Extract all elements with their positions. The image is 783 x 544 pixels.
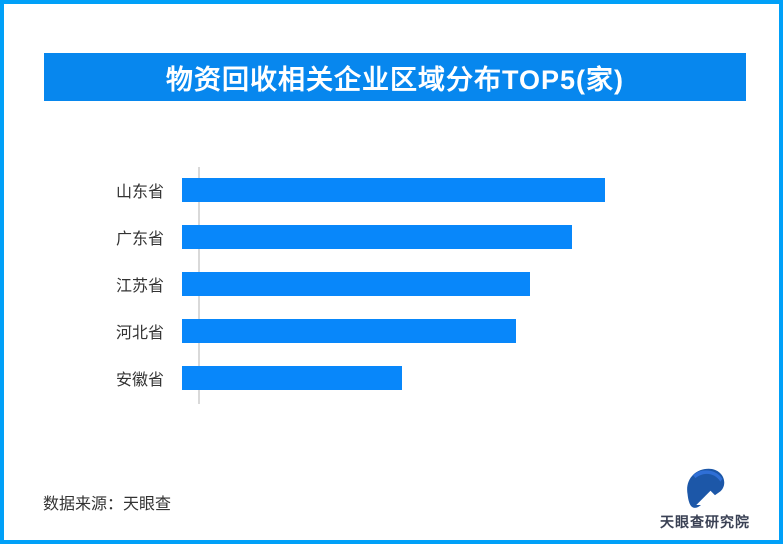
bar-row: 河北省: [44, 307, 764, 354]
bar-shandong: [182, 177, 605, 202]
bar-track: [182, 224, 764, 249]
data-source-note: 数据来源：天眼查: [43, 496, 172, 513]
bar-row: 江苏省: [44, 260, 764, 307]
category-label: 广东省: [115, 230, 164, 248]
page-title: 物资回收相关企业区域分布TOP5(家): [165, 64, 624, 95]
bar-guangdong: [182, 224, 572, 249]
category-label: 山东省: [115, 183, 164, 201]
category-label: 安徽省: [115, 371, 164, 389]
bar-hebei: [182, 318, 516, 343]
bar-row: 广东省: [44, 213, 764, 260]
bar-track: [182, 271, 764, 296]
bar-jiangsu: [182, 271, 530, 296]
category-label: 江苏省: [115, 277, 164, 295]
title-banner: 物资回收相关企业区域分布TOP5(家): [44, 53, 746, 101]
bar-track: [182, 177, 764, 202]
bar-row: 安徽省: [44, 354, 764, 401]
bar-track: [182, 365, 764, 390]
bar-row: 山东省: [44, 166, 764, 213]
tianyancha-logo-icon: [687, 468, 725, 508]
brand-name: 天眼查研究院: [660, 514, 750, 530]
bar-anhui: [182, 365, 402, 390]
bar-track: [182, 318, 764, 343]
brand-block: 天眼查研究院: [640, 466, 770, 532]
category-label: 河北省: [115, 324, 164, 342]
bar-chart: 山东省 广东省 江苏省 河北省 安徽省: [44, 166, 764, 404]
